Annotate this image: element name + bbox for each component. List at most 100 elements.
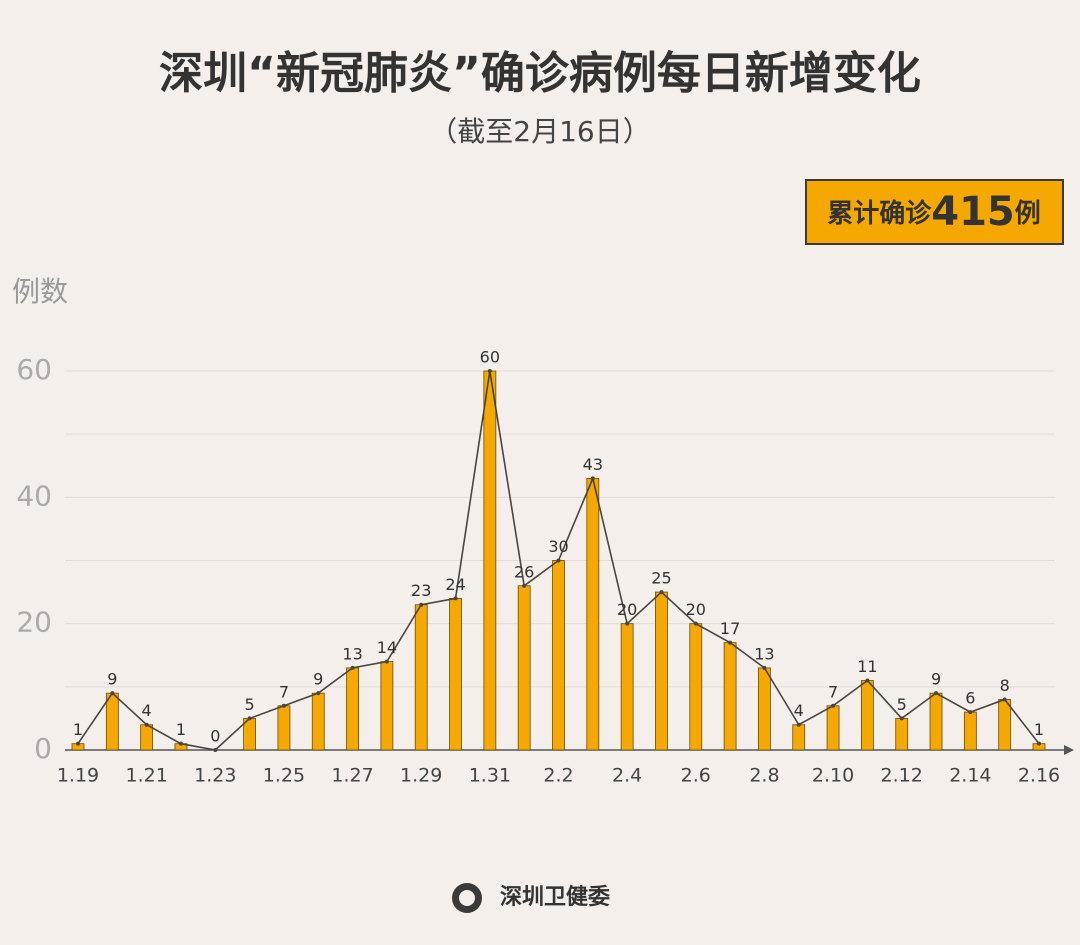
data-label: 14 bbox=[377, 638, 397, 657]
total-text: 累计确诊415例 bbox=[827, 189, 1041, 235]
bar bbox=[449, 598, 462, 751]
x-tick-label: 2.16 bbox=[1018, 765, 1060, 787]
line-point bbox=[350, 665, 355, 670]
data-label: 9 bbox=[313, 670, 323, 689]
line-point bbox=[899, 716, 904, 721]
data-label: 4 bbox=[794, 701, 804, 720]
total-value: 415 bbox=[931, 189, 1015, 235]
line-point bbox=[865, 678, 870, 683]
bar bbox=[689, 623, 703, 751]
x-tick-label: 1.31 bbox=[469, 765, 511, 787]
bar bbox=[792, 724, 806, 751]
bar bbox=[517, 585, 531, 751]
data-label: 30 bbox=[548, 537, 568, 556]
chart-title: 深圳“新冠肺炎”确诊病例每日新增变化 bbox=[159, 48, 921, 99]
x-tick-label: 1.27 bbox=[331, 765, 373, 787]
bar bbox=[723, 642, 737, 751]
bar bbox=[895, 718, 909, 751]
x-tick-label: 1.23 bbox=[194, 765, 236, 787]
bar bbox=[277, 705, 291, 751]
x-tick-label: 2.6 bbox=[681, 765, 711, 787]
line-point bbox=[1002, 697, 1007, 702]
y-tick-label: 40 bbox=[16, 479, 52, 512]
bar bbox=[346, 667, 359, 751]
line-point bbox=[522, 583, 527, 588]
data-label: 1 bbox=[1034, 720, 1044, 739]
data-label: 6 bbox=[965, 689, 975, 708]
line-point bbox=[487, 369, 492, 373]
y-tick-label: 60 bbox=[16, 353, 52, 386]
data-label: 23 bbox=[411, 581, 431, 600]
data-label: 7 bbox=[828, 682, 838, 701]
line-point bbox=[316, 691, 321, 696]
bar bbox=[655, 591, 668, 751]
data-label: 4 bbox=[142, 701, 152, 720]
x-tick-label: 2.2 bbox=[543, 765, 573, 787]
data-label: 24 bbox=[445, 575, 465, 594]
x-tick-label: 1.21 bbox=[125, 765, 167, 787]
bar bbox=[105, 692, 119, 751]
line-point bbox=[453, 596, 458, 601]
line-point bbox=[556, 558, 561, 563]
data-label: 13 bbox=[342, 644, 362, 663]
line-point bbox=[590, 476, 595, 481]
data-label: 7 bbox=[279, 682, 289, 701]
data-label: 13 bbox=[754, 644, 774, 663]
x-tick-label: 2.8 bbox=[749, 765, 779, 787]
line-point bbox=[76, 741, 80, 746]
logo-inner bbox=[459, 890, 475, 906]
data-label: 60 bbox=[480, 348, 500, 367]
bar bbox=[380, 661, 394, 751]
bar bbox=[552, 560, 565, 751]
bar bbox=[414, 604, 428, 751]
data-label: 20 bbox=[617, 600, 637, 619]
total-suffix: 例 bbox=[1015, 199, 1041, 229]
bar bbox=[311, 692, 325, 751]
line-point bbox=[762, 665, 767, 670]
data-label: 20 bbox=[686, 600, 706, 619]
y-tick-label: 20 bbox=[16, 606, 52, 639]
line-point bbox=[110, 691, 115, 696]
data-label: 9 bbox=[931, 670, 941, 689]
bar bbox=[586, 477, 600, 751]
x-tick-label: 2.12 bbox=[881, 765, 923, 787]
x-tick-label: 1.25 bbox=[263, 765, 305, 787]
bar bbox=[758, 667, 771, 751]
x-tick-label: 1.19 bbox=[57, 765, 99, 787]
bar bbox=[826, 705, 840, 751]
x-tick-label: 1.29 bbox=[400, 765, 442, 787]
data-label: 1 bbox=[176, 720, 186, 739]
data-label: 25 bbox=[651, 569, 671, 588]
line-point bbox=[384, 659, 389, 664]
source: 深圳卫健委 bbox=[500, 884, 610, 910]
line-point bbox=[247, 716, 252, 721]
line-point bbox=[178, 741, 183, 746]
line-point bbox=[968, 710, 973, 715]
data-label: 1 bbox=[73, 720, 83, 739]
x-axis-arrow bbox=[1064, 745, 1074, 755]
data-label: 5 bbox=[245, 695, 255, 714]
line-point bbox=[281, 703, 286, 708]
line-point bbox=[796, 722, 801, 727]
total-box bbox=[805, 179, 1064, 245]
y-axis-label: 例数 bbox=[12, 275, 68, 308]
data-label: 0 bbox=[210, 727, 220, 746]
bar bbox=[929, 692, 943, 751]
total-prefix: 累计确诊 bbox=[827, 198, 932, 229]
bar bbox=[998, 699, 1012, 751]
chart-subtitle: （截至2月16日） bbox=[429, 115, 650, 148]
line-point bbox=[934, 691, 939, 696]
line-point bbox=[625, 621, 630, 626]
line-point bbox=[831, 703, 836, 708]
data-label: 5 bbox=[897, 695, 907, 714]
x-tick-label: 2.14 bbox=[949, 765, 991, 787]
bar bbox=[963, 711, 977, 751]
data-label: 9 bbox=[107, 670, 117, 689]
line-point bbox=[1037, 741, 1041, 746]
bar bbox=[620, 623, 634, 751]
data-label: 11 bbox=[857, 657, 877, 676]
line-point bbox=[659, 590, 664, 595]
line-point bbox=[419, 602, 424, 607]
